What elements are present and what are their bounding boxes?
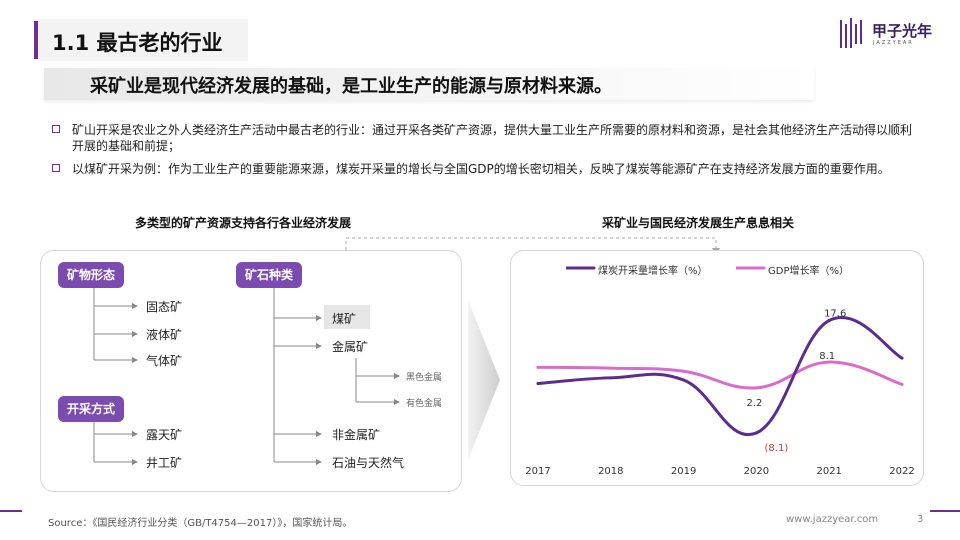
data-label: 8.1 <box>819 351 835 362</box>
square-bullet-icon <box>52 125 60 133</box>
data-point-s0-3 <box>754 431 758 435</box>
data-point-s0-0 <box>536 382 540 385</box>
logo-subtext: JAZZYEAR <box>873 40 914 46</box>
tag-ore-type: 矿石种类 <box>236 262 303 288</box>
coal-highlight <box>324 305 370 329</box>
subtitle: 采矿业是现代经济发展的基础，是工业生产的能源与原材料来源。 <box>90 76 612 97</box>
page-title: 1.1 最古老的行业 <box>52 31 223 55</box>
data-point-s1-1 <box>609 366 613 370</box>
leaf-coal: 煤矿 <box>332 312 357 326</box>
series-line-1 <box>536 360 904 390</box>
jazzyear-logo-icon <box>840 18 862 48</box>
bullet-text: 矿山开采是农业之外人类经济生产活动中最古老的行业：通过开采各类矿产资源，提供大量… <box>72 123 913 153</box>
source-note: Source：《国民经济行业分类（GB/T4754—2017）》，国家统计局。 <box>48 518 353 529</box>
x-tick-label: 2018 <box>598 466 623 477</box>
legend-gdp: GDP增长率（%） <box>768 266 849 277</box>
data-label: 17.6 <box>824 309 846 320</box>
data-point-s1-4 <box>827 360 831 364</box>
series-line-0 <box>536 316 904 437</box>
x-tick-label: 2022 <box>889 466 914 477</box>
leaf-liquid: 液体矿 <box>146 328 183 342</box>
leaf-gas: 气体矿 <box>146 354 183 368</box>
right-section-title: 采矿业与国民经济发展生产息息相关 <box>602 216 795 230</box>
subtitle-background <box>44 68 814 100</box>
data-point-s0-1 <box>609 376 613 380</box>
title-background <box>38 19 248 61</box>
logo-text: 甲子光年 <box>872 22 933 40</box>
leaf-nonmetal: 非金属矿 <box>332 428 381 442</box>
bullet-item: 矿山开采是农业之外人类经济生产活动中最古老的行业：通过开采各类矿产资源，提供大量… <box>52 122 912 154</box>
x-tick-label: 2017 <box>525 466 550 477</box>
data-label: (8.1) <box>765 443 789 454</box>
legend-coal: 煤炭开采量增长率（%） <box>598 266 708 277</box>
tag-mineral-form: 矿物形态 <box>58 262 125 288</box>
data-point-s1-3 <box>754 386 758 390</box>
data-label: 2.2 <box>746 398 762 409</box>
leaf-nonferrous: 有色金属 <box>406 399 443 409</box>
classification-tree-lines <box>93 288 400 465</box>
leaf-open-pit: 露天矿 <box>146 428 183 442</box>
page-number: 3 <box>917 514 924 525</box>
website-link[interactable]: www.jazzyear.com <box>786 514 879 525</box>
bullet-item: 以煤矿开采为例：作为工业生产的重要能源来源，煤炭开采量的增长与全国GDP的增长密… <box>52 161 912 177</box>
mineral-classification-panel <box>40 250 462 492</box>
left-section-title: 多类型的矿产资源支持各行各业经济发展 <box>135 216 352 230</box>
footer-accent-right <box>930 510 960 512</box>
leaf-solid: 固态矿 <box>146 300 183 314</box>
leaf-metal: 金属矿 <box>332 340 369 354</box>
growth-line-chart: 2017 2018 2019 2020 2021 2022 (8.1) 17.6 2.2 8.1 <box>525 309 914 478</box>
leaf-underground: 井工矿 <box>146 456 183 470</box>
title-accent-bar <box>34 21 38 59</box>
x-tick-label: 2019 <box>671 466 696 477</box>
data-point-s1-0 <box>536 365 540 369</box>
data-point-s1-5 <box>900 382 904 386</box>
legend-swatch-coal <box>566 266 596 270</box>
data-point-s0-2 <box>682 378 686 382</box>
x-tick-label: 2020 <box>744 466 769 477</box>
leaf-ferrous: 黑色金属 <box>406 373 443 383</box>
chevron-right-icon <box>468 300 500 460</box>
square-bullet-icon <box>52 164 60 172</box>
footer-accent-left <box>0 510 22 512</box>
data-point-s1-2 <box>682 369 686 373</box>
leaf-oil-gas: 石油与天然气 <box>332 456 405 470</box>
tag-mining-method: 开采方式 <box>58 396 125 422</box>
data-point-s0-4 <box>827 319 831 322</box>
x-tick-label: 2021 <box>816 466 841 477</box>
data-point-s0-5 <box>900 356 904 360</box>
bullet-text: 以煤矿开采为例：作为工业生产的重要能源来源，煤炭开采量的增长与全国GDP的增长密… <box>72 162 890 176</box>
legend-swatch-gdp <box>736 266 766 270</box>
